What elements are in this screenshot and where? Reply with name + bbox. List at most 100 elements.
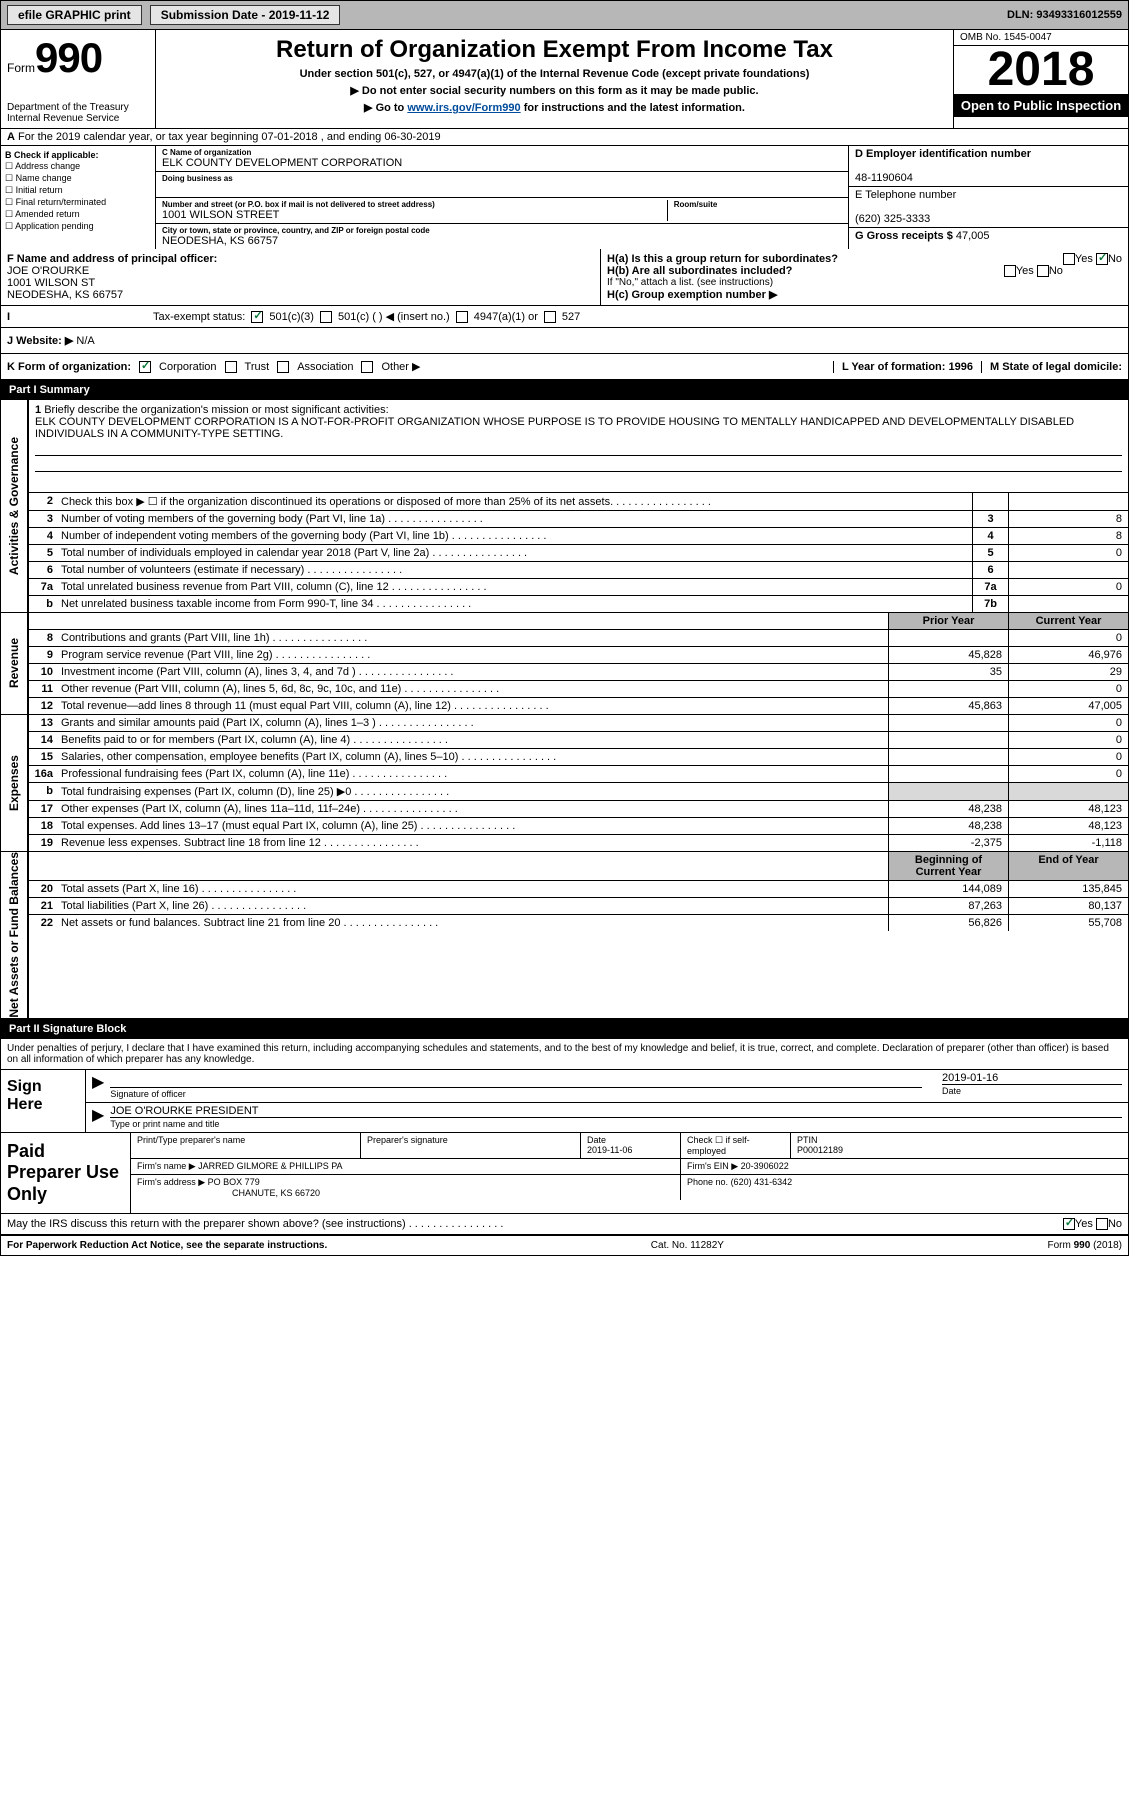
box-de: D Employer identification number 48-1190…	[848, 146, 1128, 249]
table-row: 20Total assets (Part X, line 16)144,0891…	[29, 881, 1128, 898]
efile-button[interactable]: efile GRAPHIC print	[7, 5, 142, 25]
box-h: H(a) Is this a group return for subordin…	[601, 249, 1128, 305]
irs-link[interactable]: www.irs.gov/Form990	[407, 102, 520, 114]
table-row: 5Total number of individuals employed in…	[29, 545, 1128, 562]
prior-year-hdr: Prior Year	[888, 613, 1008, 629]
vlabel-exp: Expenses	[1, 715, 29, 851]
officer-addr2: NEODESHA, KS 66757	[7, 289, 123, 301]
form-990: 990	[35, 34, 102, 81]
dln-label: DLN: 93493316012559	[1007, 9, 1122, 21]
chk-501c3[interactable]	[251, 311, 263, 323]
chk-address[interactable]: ☐ Address change	[5, 161, 151, 172]
chk-pending[interactable]: ☐ Application pending	[5, 221, 151, 232]
form-label: Form	[7, 61, 35, 75]
discuss-no[interactable]	[1096, 1218, 1108, 1230]
chk-trust[interactable]	[225, 361, 237, 373]
signature-block: Under penalties of perjury, I declare th…	[0, 1039, 1129, 1237]
firm-addr1: PO BOX 779	[208, 1177, 260, 1187]
table-row: 9Program service revenue (Part VIII, lin…	[29, 647, 1128, 664]
note-goto: ▶ Go to www.irs.gov/Form990 for instruct…	[164, 101, 945, 114]
ha-label: H(a) Is this a group return for subordin…	[607, 253, 838, 265]
org-city: NEODESHA, KS 66757	[162, 235, 842, 247]
header-mid: Return of Organization Exempt From Incom…	[156, 30, 953, 128]
box-b-label: B Check if applicable:	[5, 150, 99, 160]
firm-name: JARRED GILMORE & PHILLIPS PA	[198, 1161, 342, 1171]
officer-name: JOE O'ROURKE	[7, 265, 89, 277]
goto-post: for instructions and the latest informat…	[521, 102, 745, 114]
firm-name-label: Firm's name ▶	[137, 1161, 196, 1171]
table-row: 15Salaries, other compensation, employee…	[29, 749, 1128, 766]
ein-label: D Employer identification number	[855, 148, 1031, 160]
chk-4947[interactable]	[456, 311, 468, 323]
org-name-label: C Name of organization	[162, 148, 842, 157]
form-subtitle: Under section 501(c), 527, or 4947(a)(1)…	[164, 68, 945, 80]
part1-header: Part I Summary	[0, 380, 1129, 400]
sig-name: JOE O'ROURKE PRESIDENT	[110, 1105, 1122, 1118]
chk-name[interactable]: ☐ Name change	[5, 173, 151, 184]
part2-header: Part II Signature Block	[0, 1019, 1129, 1039]
prep-name-hdr: Print/Type preparer's name	[131, 1133, 361, 1158]
form-header: Form990 Department of the Treasury Inter…	[0, 30, 1129, 129]
top-bar: efile GRAPHIC print Submission Date - 20…	[0, 0, 1129, 30]
goto-pre: ▶ Go to	[364, 102, 407, 114]
ha-no[interactable]	[1096, 253, 1108, 265]
firm-ein: 20-3906022	[741, 1161, 789, 1171]
mission-text: ELK COUNTY DEVELOPMENT CORPORATION IS A …	[35, 416, 1074, 440]
hc-label: H(c) Group exemption number ▶	[607, 289, 777, 301]
hb-no[interactable]	[1037, 265, 1049, 277]
chk-initial[interactable]: ☐ Initial return	[5, 185, 151, 196]
org-address: 1001 WILSON STREET	[162, 209, 667, 221]
hb-label: H(b) Are all subordinates included?	[607, 265, 792, 277]
ptin-value: P00012189	[797, 1145, 843, 1155]
i-label: I	[7, 311, 147, 323]
vlabel-gov: Activities & Governance	[1, 400, 29, 612]
box-b: B Check if applicable: ☐ Address change …	[1, 146, 156, 249]
prep-sig-hdr: Preparer's signature	[361, 1133, 581, 1158]
submission-date-button[interactable]: Submission Date - 2019-11-12	[150, 5, 341, 25]
chk-other[interactable]	[361, 361, 373, 373]
chk-amended[interactable]: ☐ Amended return	[5, 209, 151, 220]
chk-assoc[interactable]	[277, 361, 289, 373]
table-row: 12Total revenue—add lines 8 through 11 (…	[29, 698, 1128, 714]
table-row: 7aTotal unrelated business revenue from …	[29, 579, 1128, 596]
note-ssn: ▶ Do not enter social security numbers o…	[164, 84, 945, 97]
phone-value: (620) 325-3333	[855, 213, 930, 225]
beg-year-hdr: Beginning of Current Year	[888, 852, 1008, 880]
discuss-label: May the IRS discuss this return with the…	[7, 1218, 503, 1230]
ein-value: 48-1190604	[855, 172, 913, 184]
expenses-section: Expenses 13Grants and similar amounts pa…	[0, 715, 1129, 852]
org-name: ELK COUNTY DEVELOPMENT CORPORATION	[162, 157, 842, 169]
table-row: 11Other revenue (Part VIII, column (A), …	[29, 681, 1128, 698]
revenue-section: Revenue Prior Year Current Year 8Contrib…	[0, 613, 1129, 715]
k-label: K Form of organization:	[7, 361, 131, 373]
governance-section: Activities & Governance 1 Briefly descri…	[0, 400, 1129, 613]
line-a-text: For the 2019 calendar year, or tax year …	[18, 131, 441, 143]
table-row: 16aProfessional fundraising fees (Part I…	[29, 766, 1128, 783]
firm-addr2: CHANUTE, KS 66720	[232, 1188, 320, 1198]
table-row: 3Number of voting members of the governi…	[29, 511, 1128, 528]
box-m: M State of legal domicile:	[981, 361, 1122, 373]
chk-527[interactable]	[544, 311, 556, 323]
paid-preparer-label: Paid Preparer Use Only	[1, 1133, 131, 1214]
city-label: City or town, state or province, country…	[162, 226, 842, 235]
firm-phone: (620) 431-6342	[731, 1177, 793, 1187]
room-label: Room/suite	[674, 200, 842, 209]
ha-yes[interactable]	[1063, 253, 1075, 265]
sig-date: 2019-01-16	[942, 1072, 1122, 1085]
hb-yes[interactable]	[1004, 265, 1016, 277]
tax-year: 2018	[954, 46, 1128, 94]
dba-label: Doing business as	[162, 174, 842, 183]
preparer-block: Paid Preparer Use Only Print/Type prepar…	[1, 1132, 1128, 1214]
mission-block: 1 Briefly describe the organization's mi…	[29, 400, 1128, 493]
chk-501c[interactable]	[320, 311, 332, 323]
chk-final[interactable]: ☐ Final return/terminated	[5, 197, 151, 208]
header-right: OMB No. 1545-0047 2018 Open to Public In…	[953, 30, 1128, 128]
form-ref: Form 990 (2018)	[1048, 1240, 1122, 1251]
line-a: A For the 2019 calendar year, or tax yea…	[0, 129, 1129, 146]
line-klm: K Form of organization: Corporation Trus…	[0, 354, 1129, 380]
form-title: Return of Organization Exempt From Incom…	[164, 36, 945, 64]
box-f: F Name and address of principal officer:…	[1, 249, 601, 305]
discuss-yes[interactable]	[1063, 1218, 1075, 1230]
table-row: bTotal fundraising expenses (Part IX, co…	[29, 783, 1128, 801]
chk-corp[interactable]	[139, 361, 151, 373]
